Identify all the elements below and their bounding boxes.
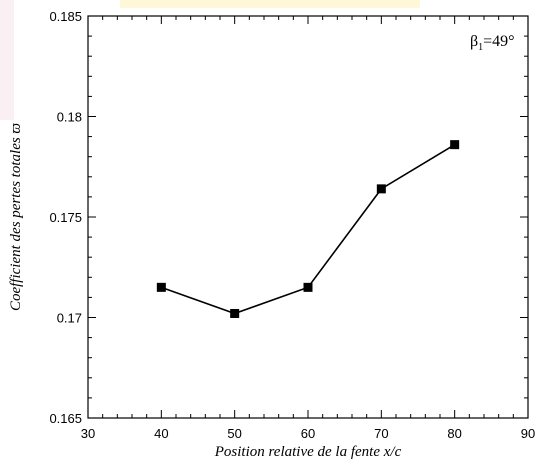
beta-symbol: β (470, 33, 478, 50)
y-axis-ticks (88, 15, 528, 419)
x-tick-label: 60 (301, 426, 315, 441)
y-tick-label: 0.18 (57, 110, 82, 125)
x-axis-title: Position relative de la fente x/c (214, 444, 402, 460)
y-axis-title: Coefficient des pertes totales ϖ (8, 123, 24, 311)
plot-frame (87, 15, 529, 419)
x-axis-ticks (87, 16, 529, 418)
data-point (303, 282, 313, 292)
background-tint-left (0, 0, 14, 120)
background-tint-top (120, 0, 420, 8)
x-tick-label: 40 (154, 426, 168, 441)
data-point (376, 184, 386, 194)
series-group (156, 140, 460, 318)
beta-annotation: β1=49° (470, 33, 515, 53)
y-tick-label: 0.175 (49, 210, 82, 225)
y-tick-label: 0.185 (49, 9, 82, 24)
x-tick-label: 70 (374, 426, 388, 441)
data-point (450, 140, 460, 150)
data-point (230, 308, 240, 318)
y-tick-label: 0.165 (49, 411, 82, 426)
beta-subscript: 1 (478, 42, 483, 53)
beta-value: =49° (483, 33, 514, 50)
x-tick-label: 80 (447, 426, 461, 441)
y-tick-label: 0.17 (57, 311, 82, 326)
x-axis-tick-labels: 30 40 50 60 70 80 90 (81, 426, 535, 441)
x-tick-label: 50 (227, 426, 241, 441)
data-point (156, 282, 166, 292)
y-axis-tick-labels: 0.165 0.17 0.175 0.18 0.185 (49, 9, 82, 426)
x-tick-label: 30 (81, 426, 95, 441)
x-tick-label: 90 (521, 426, 535, 441)
